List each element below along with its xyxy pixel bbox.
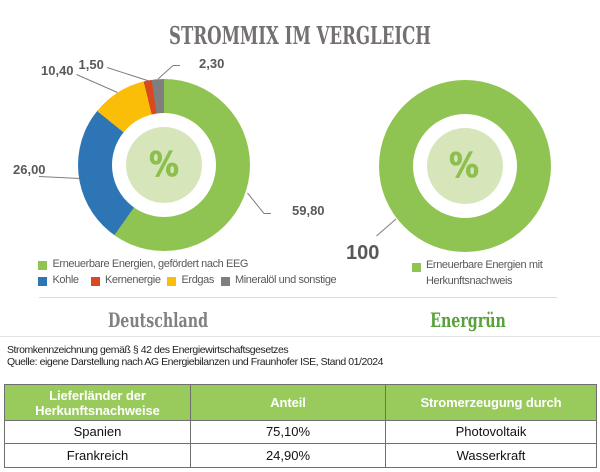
supplier-table: Lieferländer der Herkunftsnachweise Ante… <box>4 384 597 468</box>
chart-title-deutschland: Deutschland <box>107 307 209 332</box>
data-label-mineraloel: 2,30 <box>199 56 225 71</box>
callout-line-100 <box>376 218 397 237</box>
table-cell-country: Frankreich <box>4 442 191 468</box>
data-label-kernenergie: 1,50 <box>78 57 104 72</box>
donut-hole: % <box>112 112 216 217</box>
data-label-kohle: 26,00 <box>13 162 46 177</box>
percent-symbol: % <box>449 145 480 186</box>
legend-label-eeg: Erneuerbare Energien, gefördert nach EEG <box>52 258 249 270</box>
legend-label-herkunft: Erneuerbare Energien mit Herkunftsnachwe… <box>426 258 543 287</box>
legend-label-mineraloel: Mineralöl und sonstige <box>235 274 337 286</box>
table-header-anteil: Anteil <box>190 384 386 421</box>
callout-line-kern <box>106 67 150 82</box>
legend-swatch-eeg <box>38 261 47 270</box>
callout-lines <box>38 65 397 237</box>
callout-line-mineral <box>157 65 180 80</box>
table-cell-generation: Wasserkraft <box>385 442 597 468</box>
legend-label-kernenergie: Kernenergie <box>105 274 161 286</box>
callout-line-erdgas <box>76 74 118 93</box>
table-row: Frankreich 24,90% Wasserkraft <box>4 442 597 468</box>
chart-title-energruen: Energrün <box>429 307 506 332</box>
table-cell-country: Spanien <box>4 420 191 444</box>
table-cell-share: 75,10% <box>190 420 386 444</box>
divider-above-source <box>0 336 600 337</box>
table-header-lieferlaender: Lieferländer der Herkunftsnachweise <box>4 384 191 421</box>
donut-chart-energruen: % <box>378 79 551 252</box>
table-cell-generation: Photovoltaik <box>385 420 597 444</box>
source-line-1: Stromkennzeichnung gemäß § 42 des Energi… <box>7 344 289 356</box>
donut-center-disc: % <box>426 127 503 204</box>
table-header-row: Lieferländer der Herkunftsnachweise Ante… <box>4 384 597 421</box>
table-cell-share: 24,90% <box>190 442 386 468</box>
legend-label-erdgas: Erdgas <box>181 274 215 286</box>
legend-swatch-herkunft <box>412 263 421 272</box>
donut-hole: % <box>412 113 517 218</box>
legend-swatch-mineraloel <box>221 276 230 286</box>
source-line-2: Quelle: eigene Darstellung nach AG Energ… <box>7 356 384 369</box>
legend-swatch-kernenergie <box>91 276 100 286</box>
source-note: Stromkennzeichnung gemäß § 42 des Energi… <box>7 344 384 369</box>
table-header-stromerzeugung: Stromerzeugung durch <box>385 384 597 421</box>
page-title: STROMMIX IM VERGLEICH <box>169 20 431 50</box>
data-label-eeg: 59,80 <box>292 203 325 218</box>
callout-line-kohle <box>38 176 81 179</box>
data-label-erdgas: 10,40 <box>41 63 74 78</box>
legend-label-kohle: Kohle <box>52 274 80 286</box>
data-label-100: 100 <box>346 241 380 264</box>
donut-center-disc: % <box>126 126 202 203</box>
callout-line-eeg <box>247 192 271 214</box>
percent-symbol: % <box>149 144 179 185</box>
divider-under-charts <box>39 296 557 298</box>
table-row: Spanien 75,10% Photovoltaik <box>4 420 597 444</box>
donut-chart-deutschland: % <box>78 78 250 251</box>
legend-swatch-erdgas <box>167 276 176 286</box>
legend-swatch-kohle <box>38 276 47 286</box>
